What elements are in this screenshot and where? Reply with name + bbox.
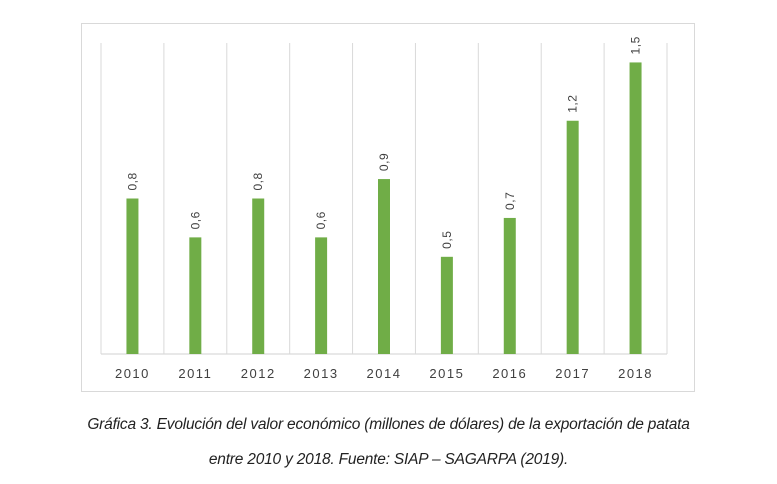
bar-chart: 0,8 2010 0,6 2011 0,8 2012 0,6 2013 0,9 2014 0,5 20… (100, 36, 668, 381)
figure-caption-line-2: entre 2010 y 2018. Fuente: SIAP – SAGARP… (208, 451, 569, 468)
data-label-2018: 1,5 (629, 36, 643, 54)
bar-2016 (503, 217, 516, 354)
data-label-2017: 1,2 (566, 95, 580, 113)
x-tick-label-2017: 2017 (555, 366, 590, 381)
data-label-2010: 0,8 (125, 172, 139, 190)
x-tick-label-2011: 2011 (178, 366, 212, 381)
bar-2014 (378, 179, 390, 354)
data-label-2014: 0,9 (377, 153, 391, 171)
data-label-2013: 0,6 (314, 211, 328, 229)
x-tick-label-2012: 2012 (241, 366, 276, 381)
data-label-2012: 0,8 (251, 172, 265, 190)
data-label-2016: 0,7 (503, 192, 517, 210)
x-tick-label-2013: 2013 (304, 366, 339, 381)
x-tick-label-2010: 2010 (115, 366, 150, 381)
x-tick-label-2015: 2015 (429, 366, 464, 381)
bar-2018 (629, 62, 642, 354)
figure-caption-line-1: Gráfica 3. Evolución del valor económico… (87, 416, 690, 433)
bar-2017 (566, 120, 579, 354)
bar-2012 (252, 198, 265, 354)
x-tick-label-2018: 2018 (618, 366, 653, 381)
x-tick-label-2016: 2016 (492, 366, 527, 381)
data-label-2015: 0,5 (440, 231, 454, 249)
bar-2013 (315, 237, 328, 354)
bar-2015 (440, 256, 453, 354)
bar-2010 (126, 198, 139, 354)
bar-2011 (189, 237, 202, 354)
data-label-2011: 0,6 (188, 211, 202, 229)
x-tick-label-2014: 2014 (367, 366, 402, 381)
chart-frame (81, 23, 695, 392)
